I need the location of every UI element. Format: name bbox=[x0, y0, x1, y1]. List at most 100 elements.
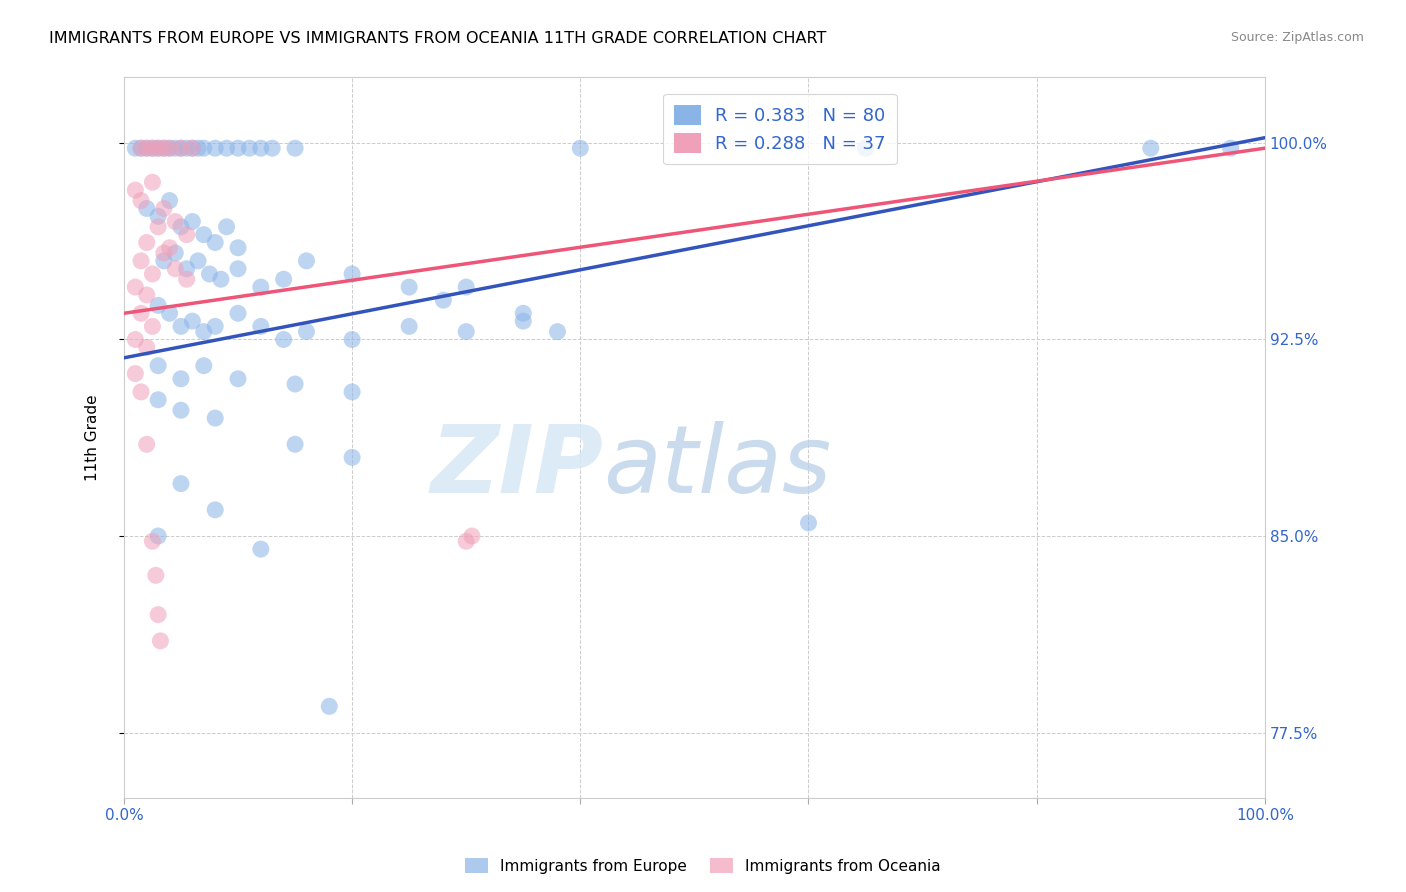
Point bbox=[146, 298, 169, 312]
Point bbox=[512, 314, 534, 328]
Point bbox=[193, 359, 215, 373]
Point bbox=[176, 227, 198, 242]
Point bbox=[250, 141, 273, 155]
Point bbox=[124, 333, 146, 347]
Point bbox=[209, 272, 232, 286]
Point bbox=[204, 503, 226, 517]
Point bbox=[129, 194, 152, 208]
Point bbox=[456, 280, 478, 294]
Point bbox=[193, 325, 215, 339]
Point bbox=[141, 141, 163, 155]
Point bbox=[398, 319, 420, 334]
Legend: R = 0.383   N = 80, R = 0.288   N = 37: R = 0.383 N = 80, R = 0.288 N = 37 bbox=[664, 94, 897, 164]
Point bbox=[855, 141, 877, 155]
Point bbox=[512, 306, 534, 320]
Text: atlas: atlas bbox=[603, 421, 831, 512]
Point bbox=[176, 261, 198, 276]
Point bbox=[159, 194, 181, 208]
Point bbox=[398, 280, 420, 294]
Point bbox=[159, 141, 181, 155]
Point bbox=[340, 333, 363, 347]
Point bbox=[461, 529, 484, 543]
Point bbox=[135, 202, 157, 216]
Point bbox=[129, 141, 152, 155]
Point bbox=[141, 319, 163, 334]
Point bbox=[204, 141, 226, 155]
Point bbox=[124, 183, 146, 197]
Point bbox=[170, 372, 193, 386]
Point bbox=[187, 253, 209, 268]
Point bbox=[295, 253, 318, 268]
Point bbox=[170, 141, 193, 155]
Legend: Immigrants from Europe, Immigrants from Oceania: Immigrants from Europe, Immigrants from … bbox=[458, 852, 948, 880]
Point bbox=[170, 319, 193, 334]
Point bbox=[238, 141, 260, 155]
Point bbox=[146, 607, 169, 622]
Point bbox=[129, 141, 152, 155]
Point bbox=[146, 392, 169, 407]
Point bbox=[135, 288, 157, 302]
Text: Source: ZipAtlas.com: Source: ZipAtlas.com bbox=[1230, 31, 1364, 45]
Point bbox=[124, 280, 146, 294]
Point bbox=[187, 141, 209, 155]
Point bbox=[170, 403, 193, 417]
Point bbox=[146, 141, 169, 155]
Point bbox=[204, 319, 226, 334]
Point bbox=[141, 175, 163, 189]
Point bbox=[181, 141, 204, 155]
Point bbox=[181, 214, 204, 228]
Point bbox=[146, 219, 169, 234]
Point bbox=[145, 568, 167, 582]
Point bbox=[181, 314, 204, 328]
Point bbox=[569, 141, 592, 155]
Point bbox=[149, 633, 172, 648]
Point bbox=[273, 333, 295, 347]
Point bbox=[193, 141, 215, 155]
Point bbox=[129, 384, 152, 399]
Point bbox=[170, 141, 193, 155]
Point bbox=[146, 210, 169, 224]
Point bbox=[135, 437, 157, 451]
Point bbox=[124, 141, 146, 155]
Point bbox=[456, 325, 478, 339]
Point bbox=[250, 319, 273, 334]
Text: ZIP: ZIP bbox=[430, 420, 603, 513]
Point bbox=[284, 377, 307, 392]
Point bbox=[226, 372, 249, 386]
Point bbox=[250, 542, 273, 557]
Point bbox=[135, 235, 157, 250]
Point bbox=[124, 367, 146, 381]
Point bbox=[1139, 141, 1161, 155]
Point bbox=[181, 141, 204, 155]
Point bbox=[432, 293, 454, 308]
Point bbox=[198, 267, 221, 281]
Point bbox=[284, 437, 307, 451]
Point bbox=[456, 534, 478, 549]
Point bbox=[153, 253, 176, 268]
Point bbox=[153, 141, 176, 155]
Point bbox=[165, 141, 187, 155]
Point bbox=[273, 272, 295, 286]
Point bbox=[176, 272, 198, 286]
Point bbox=[318, 699, 340, 714]
Point bbox=[159, 306, 181, 320]
Point bbox=[226, 241, 249, 255]
Point bbox=[170, 219, 193, 234]
Point bbox=[141, 141, 163, 155]
Point bbox=[129, 306, 152, 320]
Point bbox=[146, 141, 169, 155]
Point bbox=[165, 246, 187, 260]
Point bbox=[170, 476, 193, 491]
Point bbox=[153, 246, 176, 260]
Point bbox=[226, 141, 249, 155]
Point bbox=[204, 411, 226, 425]
Point bbox=[193, 227, 215, 242]
Point bbox=[135, 141, 157, 155]
Point bbox=[153, 141, 176, 155]
Point bbox=[546, 325, 568, 339]
Point bbox=[215, 141, 238, 155]
Text: IMMIGRANTS FROM EUROPE VS IMMIGRANTS FROM OCEANIA 11TH GRADE CORRELATION CHART: IMMIGRANTS FROM EUROPE VS IMMIGRANTS FRO… bbox=[49, 31, 827, 46]
Point bbox=[204, 235, 226, 250]
Point bbox=[159, 141, 181, 155]
Point bbox=[250, 280, 273, 294]
